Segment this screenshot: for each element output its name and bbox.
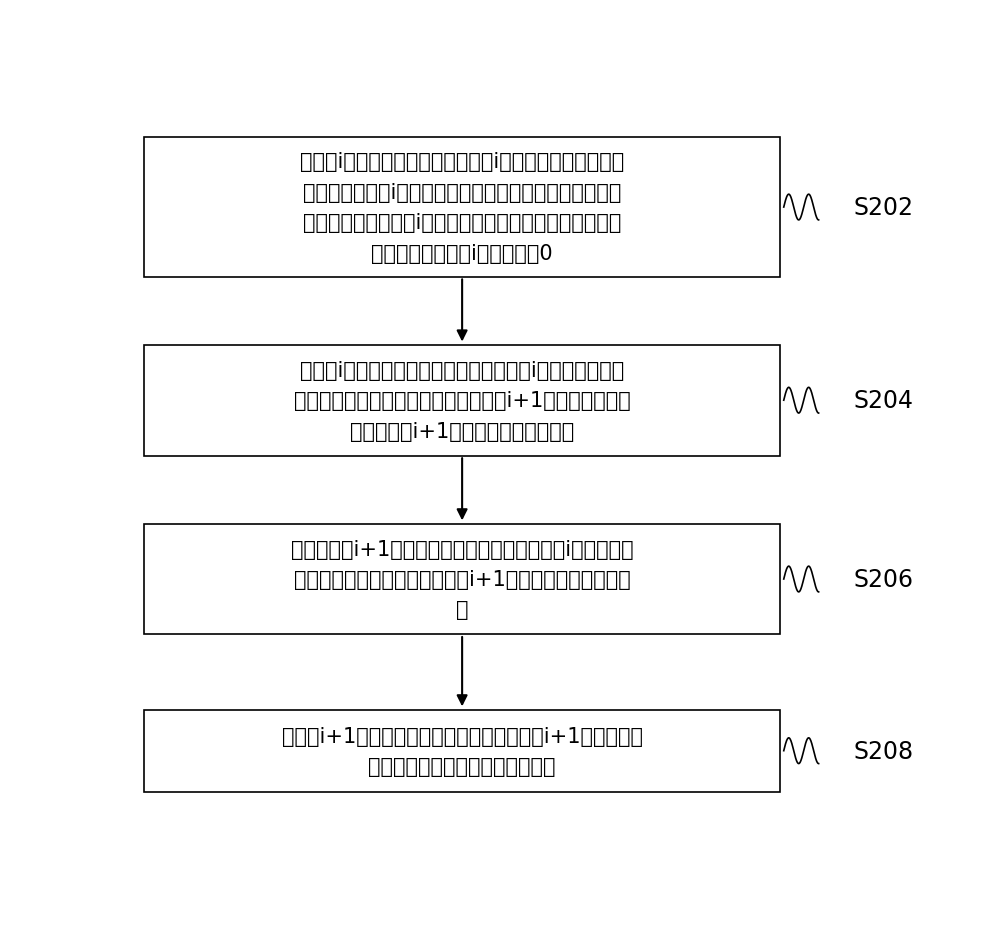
FancyBboxPatch shape [144, 345, 780, 457]
Text: S202: S202 [854, 196, 914, 220]
Text: S206: S206 [854, 567, 914, 591]
Text: S208: S208 [854, 739, 914, 763]
FancyBboxPatch shape [144, 138, 780, 277]
Text: S204: S204 [854, 389, 914, 413]
Text: 使用第i+1轮调整后的神经网络模型对所述第i+1轮待标注图
像对象集合中的图像对象进行标注: 使用第i+1轮调整后的神经网络模型对所述第i+1轮待标注图 像对象集合中的图像对… [282, 726, 643, 776]
FancyBboxPatch shape [144, 710, 780, 792]
Text: 使用所述第i+1轮已标注图像对象集合对所述第i轮调整后的
神经网络模型进行调整，得到第i+1轮调整后的神经网络模
型: 使用所述第i+1轮已标注图像对象集合对所述第i轮调整后的 神经网络模型进行调整，… [291, 539, 633, 620]
FancyBboxPatch shape [144, 524, 780, 635]
Text: 获取第i轮待标注图像对象集合和第i轮已标注图像对象集合
，其中，所述第i轮待标注图像对象集合中包括多个待标注
的图像对象，所述第i轮已标注图像对象集合中包括多个: 获取第i轮待标注图像对象集合和第i轮已标注图像对象集合 ，其中，所述第i轮待标注… [300, 152, 624, 264]
Text: 使用第i轮调整后的神经网络模型对所述第i轮待标注图像对
象集合中的图像对象进行标注，得到第i+1轮待标注图像对
象集合和第i+1轮已标注图像对象集合: 使用第i轮调整后的神经网络模型对所述第i轮待标注图像对 象集合中的图像对象进行标… [294, 360, 631, 441]
